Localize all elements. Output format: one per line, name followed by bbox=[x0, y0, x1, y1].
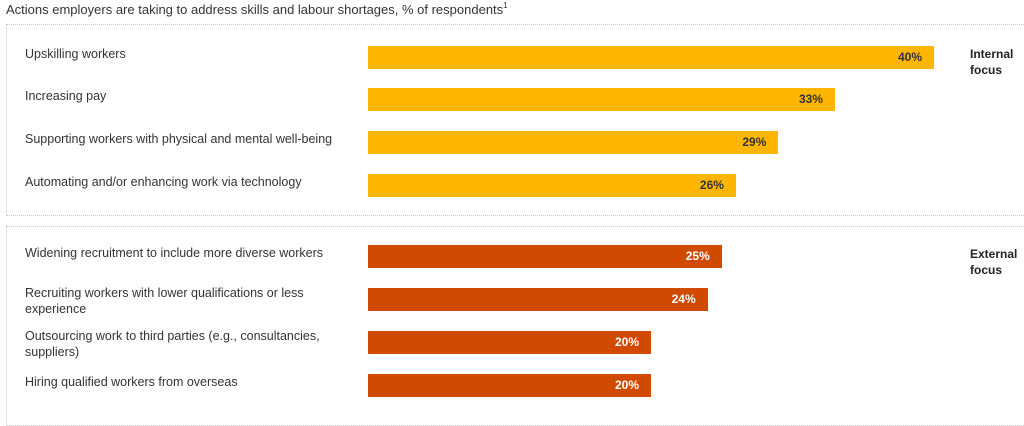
category-label: Widening recruitment to include more div… bbox=[25, 246, 324, 260]
bar-value-label: 25% bbox=[685, 249, 710, 263]
group-label-internal-line1: Internal bbox=[970, 47, 1014, 61]
title-footnote-marker: 1 bbox=[503, 1, 508, 10]
bar-value-label: 26% bbox=[699, 178, 724, 192]
bar bbox=[368, 331, 651, 354]
category-label: Supporting workers with physical and men… bbox=[25, 132, 333, 146]
group-label-internal-line2: focus bbox=[970, 63, 1003, 77]
bar bbox=[368, 174, 736, 197]
bar-value-label: 40% bbox=[898, 50, 923, 64]
group-label-external-line2: focus bbox=[970, 263, 1003, 277]
bar-value-label: 33% bbox=[798, 92, 823, 106]
bar bbox=[368, 245, 722, 268]
group-label-external-line1: External bbox=[970, 247, 1018, 261]
category-label: Increasing pay bbox=[25, 89, 107, 103]
group-label-internal: Internal focus bbox=[970, 46, 1013, 78]
chart-title-text: Actions employers are taking to address … bbox=[6, 2, 504, 17]
bar bbox=[368, 46, 934, 69]
chart-title: Actions employers are taking to address … bbox=[6, 1, 508, 18]
bar bbox=[368, 131, 779, 154]
bar-value-label: 20% bbox=[615, 335, 640, 349]
category-label: Automating and/or enhancing work via tec… bbox=[25, 175, 302, 189]
bar-value-label: 24% bbox=[671, 292, 696, 306]
category-label: Recruiting workers with lower qualificat… bbox=[25, 286, 304, 316]
category-label: Hiring qualified workers from overseas bbox=[25, 375, 238, 389]
internal-focus-group-box bbox=[6, 24, 1024, 216]
group-label-external: External focus bbox=[970, 246, 1017, 278]
bar bbox=[368, 288, 708, 311]
bar-value-label: 29% bbox=[742, 135, 767, 149]
bar bbox=[368, 88, 835, 111]
bar bbox=[368, 374, 651, 397]
category-label: Upskilling workers bbox=[25, 47, 126, 61]
bar-value-label: 20% bbox=[615, 378, 640, 392]
category-label: Outsourcing work to third parties (e.g.,… bbox=[25, 329, 320, 359]
